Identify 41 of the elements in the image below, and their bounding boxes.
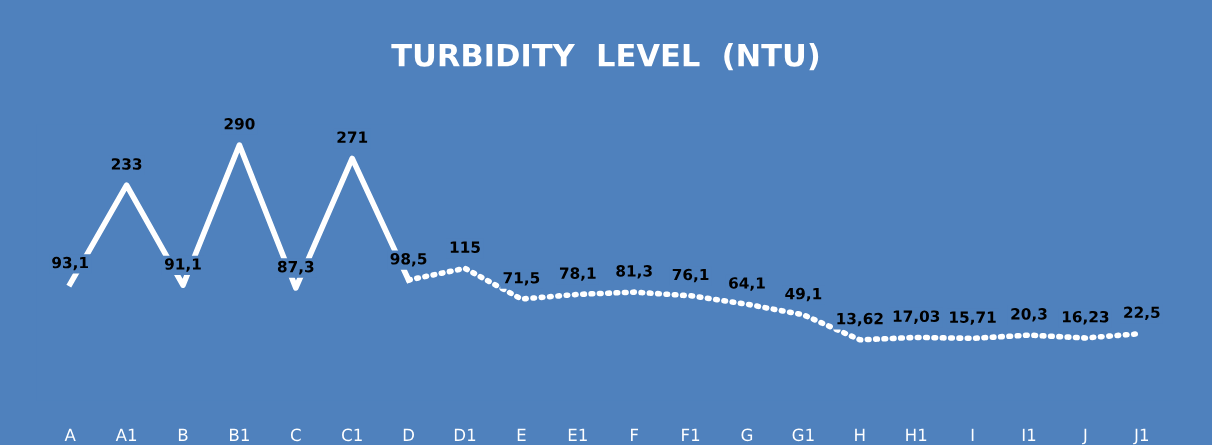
data-label: 93,1: [52, 256, 88, 271]
data-label: 271: [337, 131, 368, 143]
data-label: 91,1: [164, 258, 201, 272]
data-label: 290: [224, 118, 255, 130]
x-tick-label: B: [178, 428, 188, 441]
x-tick-label: A: [64, 428, 76, 441]
data-label: 64,1: [729, 277, 765, 291]
data-label: 98,5: [390, 252, 427, 267]
x-tick-label: G: [741, 428, 753, 442]
x-tick-label: F1: [682, 428, 700, 441]
x-tick-label: E1: [568, 428, 587, 441]
x-tick-label: A1: [115, 428, 137, 441]
data-label: 81,3: [616, 265, 652, 279]
x-tick-label: H1: [906, 428, 927, 441]
data-label: 17,03: [893, 310, 940, 324]
data-label: 87,3: [277, 260, 314, 275]
data-label: 71,5: [503, 272, 540, 286]
x-tick-label: F: [631, 428, 639, 441]
x-tick-label: C1: [342, 428, 362, 442]
data-label: 20,3: [1011, 308, 1047, 322]
data-label: 76,1: [672, 268, 709, 283]
x-tick-label: C: [290, 428, 301, 442]
x-tick-label: H: [855, 428, 865, 441]
data-label: 15,71: [950, 311, 996, 325]
data-label: 13,62: [837, 312, 883, 327]
x-tick-label: I: [971, 428, 974, 441]
data-label: 49,1: [785, 287, 822, 302]
data-label: 16,23: [1062, 310, 1109, 325]
x-tick-label: J1: [1133, 428, 1149, 445]
x-tick-label: I1: [1022, 428, 1036, 441]
data-label: 78,1: [559, 267, 596, 281]
x-tick-label: D1: [454, 428, 476, 441]
data-label: 115: [450, 241, 480, 253]
x-tick-label: B1: [230, 428, 249, 441]
data-label: 22,5: [1124, 306, 1160, 321]
x-tick-label: D: [403, 428, 415, 441]
x-tick-label: G1: [792, 428, 814, 442]
x-tick-label: E: [517, 428, 526, 441]
x-tick-label: J: [1082, 428, 1087, 445]
data-label: 233: [111, 158, 142, 170]
chart-title: TURBIDITY LEVEL (NTU): [391, 43, 819, 71]
